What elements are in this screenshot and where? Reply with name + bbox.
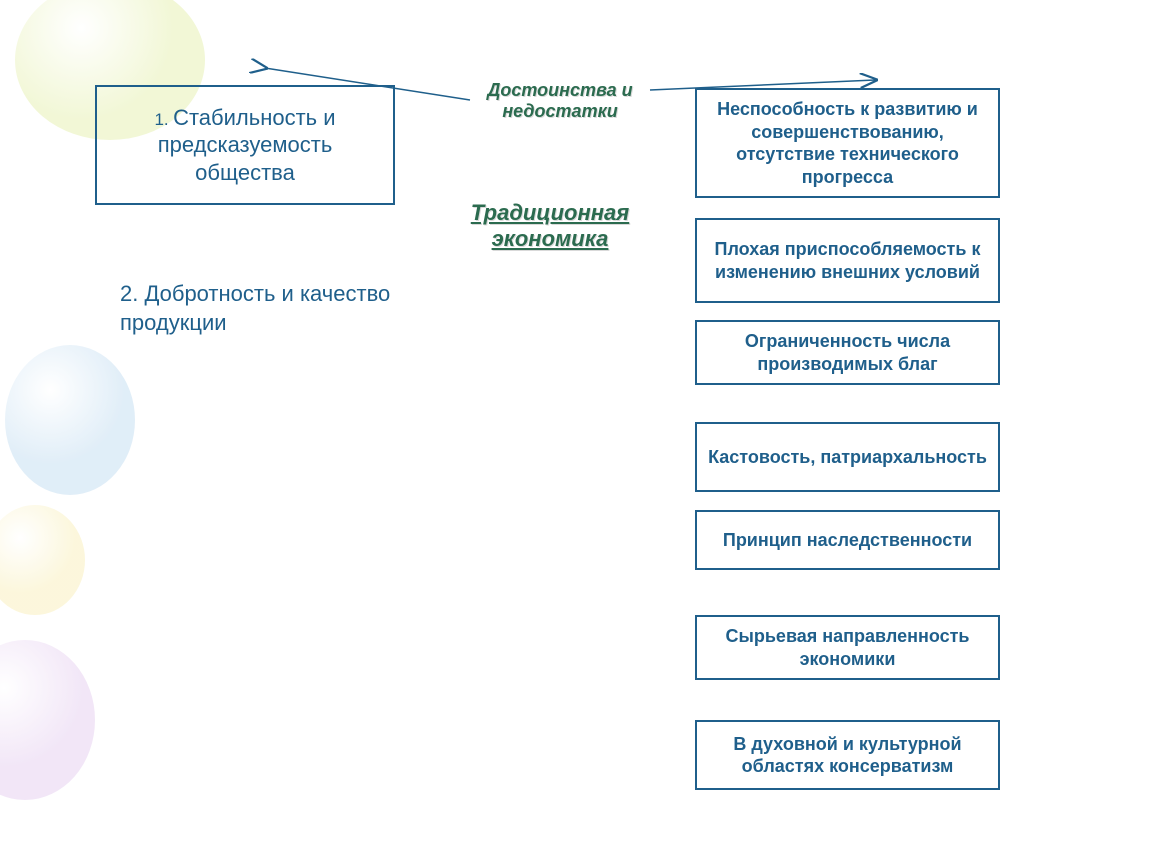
heading-traditional-economy: Традиционная экономика (440, 200, 660, 252)
disadvantage-box-6: Сырьевая направленность экономики (695, 615, 1000, 680)
heading-pros-cons: Достоинства и недостатки (470, 80, 650, 122)
disadvantage-box-7: В духовной и культурной областях консерв… (695, 720, 1000, 790)
advantage-1-number: 1. (154, 110, 168, 129)
disadvantage-box-4: Кастовость, патриархальность (695, 422, 1000, 492)
disadvantage-box-2: Плохая приспособляемость к изменению вне… (695, 218, 1000, 303)
advantage-1-text: Стабильность и предсказуемость общества (158, 105, 336, 185)
disadvantage-box-3: Ограниченность числа производимых благ (695, 320, 1000, 385)
disadvantage-box-1: Неспособность к развитию и совершенствов… (695, 88, 1000, 198)
advantage-2-text: 2. Добротность и качество продукции (120, 280, 400, 337)
disadvantage-box-5: Принцип наследственности (695, 510, 1000, 570)
advantage-box-1: 1. Стабильность и предсказуемость общест… (95, 85, 395, 205)
